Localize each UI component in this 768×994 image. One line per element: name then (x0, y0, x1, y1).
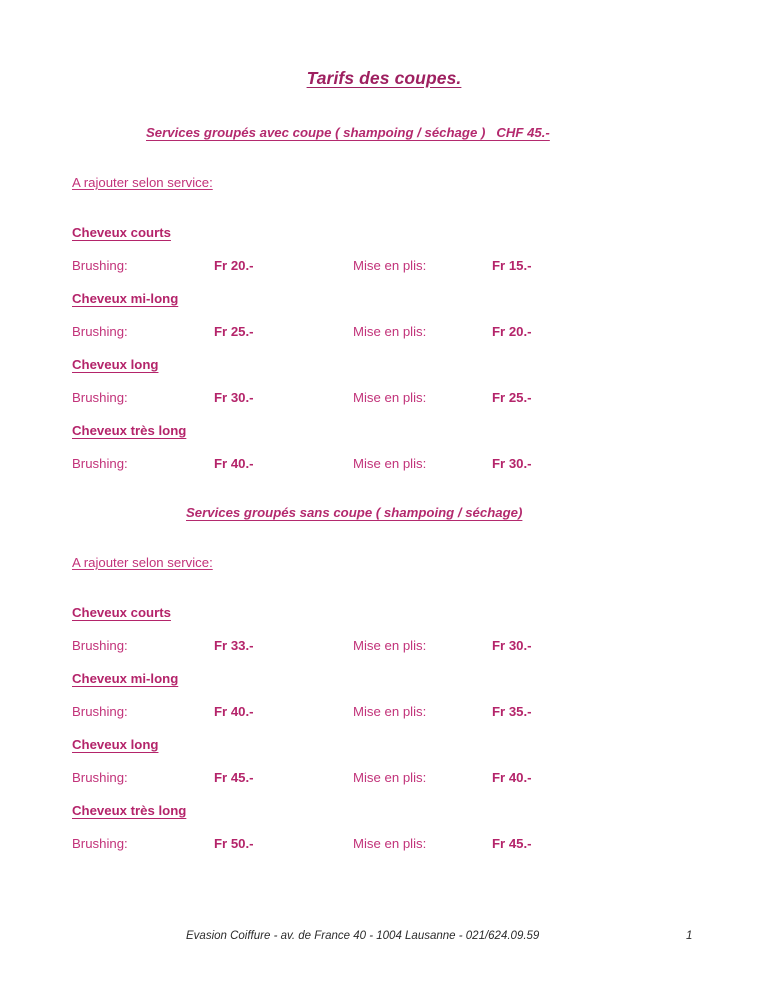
row-price-brushing: Fr 40.- (214, 456, 254, 471)
row-label-brushing: Brushing: (72, 456, 128, 471)
category-heading-cheveux-tres-long-2: Cheveux très long (72, 803, 187, 818)
section-subtitle-avec-coupe: Services groupés avec coupe ( shampoing … (146, 125, 550, 140)
footer-contact-text: Evasion Coiffure - av. de France 40 - 10… (186, 930, 540, 942)
row-price-brushing: Fr 50.- (214, 836, 254, 851)
category-heading-cheveux-tres-long-1: Cheveux très long (72, 423, 187, 438)
row-price-mise-en-plis: Fr 25.- (492, 390, 532, 405)
row-label-mise-en-plis: Mise en plis: (353, 324, 427, 339)
row-label-brushing: Brushing: (72, 258, 128, 273)
table-row: Brushing: Fr 30.- Mise en plis: Fr 25.- (0, 390, 768, 408)
section-note-avec-coupe: A rajouter selon service: (72, 175, 213, 190)
row-price-brushing: Fr 45.- (214, 770, 254, 785)
category-heading-cheveux-mi-long-2: Cheveux mi-long (72, 671, 179, 686)
row-label-brushing: Brushing: (72, 390, 128, 405)
row-label-mise-en-plis: Mise en plis: (353, 258, 427, 273)
section-note-sans-coupe: A rajouter selon service: (72, 555, 213, 570)
row-price-mise-en-plis: Fr 40.- (492, 770, 532, 785)
row-label-mise-en-plis: Mise en plis: (353, 770, 427, 785)
row-label-brushing: Brushing: (72, 704, 128, 719)
table-row: Brushing: Fr 33.- Mise en plis: Fr 30.- (0, 638, 768, 656)
category-heading-cheveux-courts-2: Cheveux courts (72, 605, 171, 620)
table-row: Brushing: Fr 25.- Mise en plis: Fr 20.- (0, 324, 768, 342)
row-label-brushing: Brushing: (72, 638, 128, 653)
row-price-brushing: Fr 30.- (214, 390, 254, 405)
row-price-mise-en-plis: Fr 30.- (492, 456, 532, 471)
table-row: Brushing: Fr 40.- Mise en plis: Fr 35.- (0, 704, 768, 722)
category-heading-cheveux-long-1: Cheveux long (72, 357, 159, 372)
category-heading-cheveux-courts-1: Cheveux courts (72, 225, 171, 240)
category-heading-cheveux-long-2: Cheveux long (72, 737, 159, 752)
table-row: Brushing: Fr 20.- Mise en plis: Fr 15.- (0, 258, 768, 276)
row-price-mise-en-plis: Fr 35.- (492, 704, 532, 719)
row-price-brushing: Fr 20.- (214, 258, 254, 273)
row-price-brushing: Fr 40.- (214, 704, 254, 719)
row-label-mise-en-plis: Mise en plis: (353, 390, 427, 405)
row-label-mise-en-plis: Mise en plis: (353, 836, 427, 851)
row-price-mise-en-plis: Fr 20.- (492, 324, 532, 339)
row-price-mise-en-plis: Fr 30.- (492, 638, 532, 653)
table-row: Brushing: Fr 50.- Mise en plis: Fr 45.- (0, 836, 768, 854)
row-label-mise-en-plis: Mise en plis: (353, 638, 427, 653)
row-price-mise-en-plis: Fr 15.- (492, 258, 532, 273)
row-label-brushing: Brushing: (72, 324, 128, 339)
row-price-mise-en-plis: Fr 45.- (492, 836, 532, 851)
row-price-brushing: Fr 25.- (214, 324, 254, 339)
table-row: Brushing: Fr 40.- Mise en plis: Fr 30.- (0, 456, 768, 474)
category-heading-cheveux-mi-long-1: Cheveux mi-long (72, 291, 179, 306)
row-label-brushing: Brushing: (72, 770, 128, 785)
footer-page-number: 1 (686, 930, 693, 942)
page-title: Tarifs des coupes. (306, 68, 462, 88)
row-label-mise-en-plis: Mise en plis: (353, 704, 427, 719)
row-label-mise-en-plis: Mise en plis: (353, 456, 427, 471)
row-price-brushing: Fr 33.- (214, 638, 254, 653)
section-subtitle-sans-coupe: Services groupés sans coupe ( shampoing … (186, 505, 523, 520)
row-label-brushing: Brushing: (72, 836, 128, 851)
table-row: Brushing: Fr 45.- Mise en plis: Fr 40.- (0, 770, 768, 788)
